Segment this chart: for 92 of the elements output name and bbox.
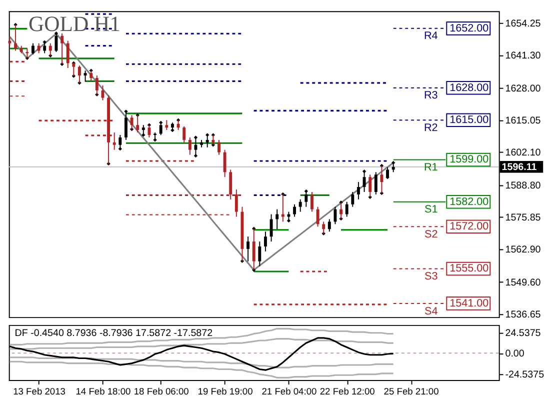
x-tick-label: 14 Feb 18:00: [76, 386, 131, 396]
candlestick: [386, 166, 390, 178]
y-tick-label: -24.5375: [505, 369, 545, 380]
chart-title: DF -0.4540 8.7936 -8.7936 17.5872 -17.5872: [14, 328, 213, 339]
series-label: R1: [424, 162, 438, 174]
candlestick: [159, 122, 162, 136]
y-tick-label: 0.00: [505, 348, 525, 360]
data-label: 1555.00: [450, 262, 489, 275]
series-label: R4: [424, 30, 438, 42]
candlestick: [217, 139, 220, 156]
series-label: S4: [424, 305, 438, 318]
candlestick: [334, 206, 337, 225]
candlestick: [304, 190, 308, 208]
y-tick-label: 24.5375: [505, 328, 542, 339]
candlestick: [112, 132, 116, 150]
candlestick: [316, 206, 320, 228]
candlestick: [118, 134, 122, 150]
candlestick: [270, 214, 273, 242]
candlestick: [351, 191, 354, 208]
candlestick: [293, 204, 296, 218]
candlestick: [194, 136, 198, 156]
line-series: [8, 356, 394, 368]
candlestick: [345, 201, 348, 218]
candlestick: [142, 124, 145, 136]
candlestick: [84, 70, 87, 82]
candlestick: [182, 126, 186, 143]
candlestick: [374, 172, 378, 195]
candlestick: [37, 42, 40, 54]
candlestick: [264, 231, 267, 252]
candlestick: [229, 169, 232, 200]
candlestick: [165, 120, 168, 131]
candlestick: [148, 124, 151, 138]
x-tick-label: 25 Feb 21:00: [384, 386, 439, 396]
x-tick-label: 13 Feb 2013: [13, 386, 66, 396]
candlestick: [258, 241, 262, 267]
line-series: [8, 360, 394, 378]
candlestick: [380, 165, 384, 194]
candlestick: [252, 228, 256, 270]
candlestick: [356, 182, 360, 200]
candlestick: [90, 70, 93, 81]
candlestick: [43, 42, 46, 54]
y-tick-label: 1536.65: [505, 310, 542, 321]
candlestick: [176, 120, 180, 131]
series-label: S1: [424, 204, 438, 216]
y-tick-label: 1641.30: [505, 50, 542, 62]
line-series: [8, 328, 394, 346]
candlestick: [72, 62, 76, 76]
candlestick: [246, 236, 250, 262]
data-label: 1652.00: [450, 22, 489, 34]
ref-line-label: 1596.11: [502, 162, 538, 173]
candlestick: [14, 24, 18, 52]
data-label: 1582.00: [450, 196, 489, 208]
candlestick: [392, 162, 395, 173]
series-label: R2: [424, 122, 438, 134]
data-label: 1615.00: [450, 114, 489, 126]
x-tick-label: 22 Feb 12:00: [320, 386, 375, 396]
candlestick: [78, 65, 81, 84]
y-tick-label: 1575.85: [505, 212, 542, 224]
candlestick: [310, 191, 314, 212]
candlestick: [234, 188, 238, 218]
y-tick-label: 1615.05: [505, 115, 542, 126]
y-tick-label: 1628.00: [505, 83, 542, 94]
y-tick-label: 1549.60: [505, 278, 542, 289]
candlestick: [298, 198, 302, 212]
series-label: S2: [424, 228, 438, 240]
candlestick: [223, 149, 226, 178]
y-tick-label: 1562.90: [505, 244, 542, 256]
candlestick: [130, 114, 134, 130]
chart-title: GOLD H1: [28, 12, 120, 36]
y-tick-label: 1588.80: [505, 180, 542, 192]
candlestick: [66, 40, 70, 69]
candlestick: [101, 84, 104, 101]
point: [194, 136, 198, 140]
x-tick-label: 21 Feb 04:00: [262, 386, 317, 396]
candlestick: [328, 218, 331, 232]
data-label: 1572.00: [450, 220, 489, 233]
y-tick-label: 1654.25: [505, 18, 542, 30]
x-tick-label: 18 Feb 06:00: [134, 386, 189, 396]
candlestick: [136, 114, 140, 133]
data-label: 1599.00: [450, 154, 489, 166]
line-series: [8, 338, 394, 350]
candlestick: [276, 208, 279, 230]
line-series: [8, 32, 394, 271]
series-label: S3: [424, 270, 438, 283]
candlestick: [32, 42, 34, 55]
series-label: R3: [424, 90, 438, 102]
data-label: 1541.00: [450, 297, 489, 310]
x-tick-label: 19 Feb 19:00: [198, 386, 253, 396]
candlestick: [188, 136, 192, 156]
data-label: 1628.00: [450, 82, 489, 94]
y-tick-label: 1602.10: [505, 148, 542, 159]
candlestick: [48, 42, 52, 56]
